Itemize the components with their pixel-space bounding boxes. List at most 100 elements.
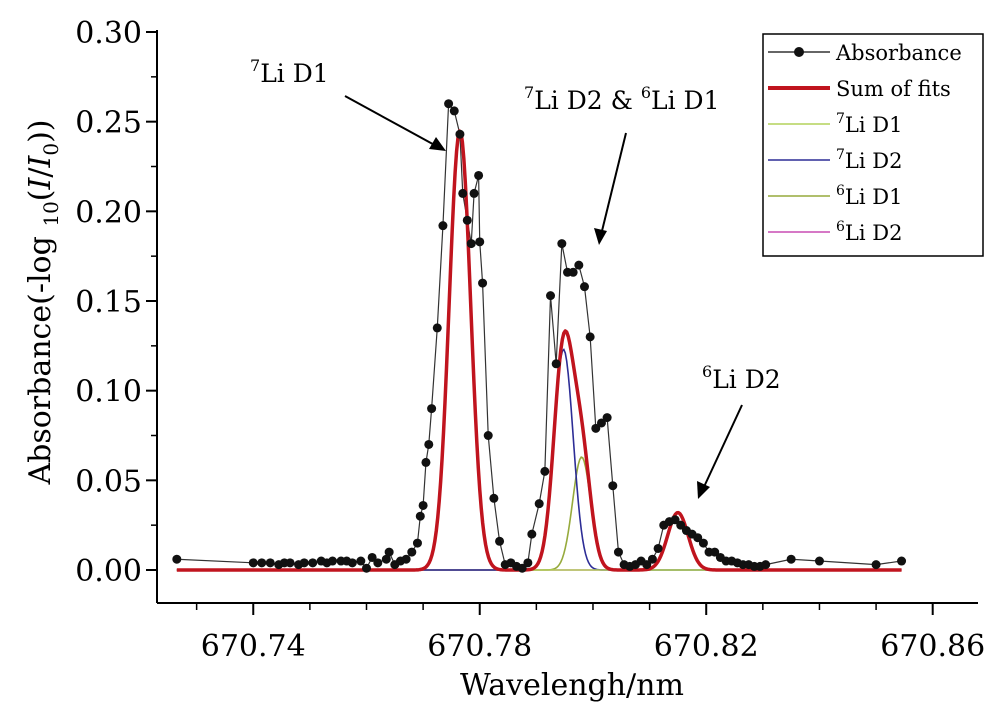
absorbance-point (432, 323, 442, 333)
annotation-7li-d2-6li-d1-label: 7Li D2 & 6Li D1 (524, 83, 720, 115)
absorbance-point (568, 267, 578, 277)
absorbance-point (444, 99, 454, 109)
absorbance-point (495, 536, 505, 546)
legend-box (762, 33, 984, 257)
legend-entry: 7Li D2 (768, 147, 902, 173)
absorbance-point (647, 554, 657, 564)
annotation-7li-d1-arrow (344, 95, 441, 149)
absorbance-point (466, 239, 476, 249)
absorbance-point (540, 466, 550, 476)
absorbance-point (427, 404, 437, 414)
annotation-6li-d2-arrowhead (697, 481, 710, 499)
absorbance-point (591, 423, 601, 433)
annotation-7li-d2-6li-d1-arrow (600, 132, 627, 236)
absorbance-point (574, 260, 584, 270)
absorbance-point (579, 282, 589, 292)
absorbance-point (489, 493, 499, 503)
absorbance-point (401, 554, 411, 564)
absorbance-point (517, 563, 527, 573)
series-sum-of-fits (176, 129, 902, 572)
legend-entry: 6Li D1 (768, 183, 902, 209)
absorbance-point (356, 556, 366, 566)
legend: Absorbance Sum of fits 7Li D1 7Li D2 6Li D1 6… (762, 33, 984, 257)
absorbance-point (299, 558, 309, 568)
plot-points (172, 99, 907, 573)
series-7li-d2 (176, 348, 902, 571)
absorbance-point (761, 560, 771, 570)
annotation-6li-d2: 6Li D2 (697, 362, 781, 499)
legend-label: Sum of fits (836, 77, 951, 101)
absorbance-point (449, 106, 459, 116)
absorbance-point (412, 538, 422, 548)
absorbance-point (285, 558, 295, 568)
annotation-7li-d1-arrowhead (429, 137, 446, 151)
x-tick-label: 670.82 (654, 629, 759, 664)
x-axis-title: Wavelengh/nm (460, 668, 684, 703)
absorbance-point (871, 560, 881, 570)
annotation-6li-d2-arrow (702, 404, 743, 490)
absorbance-point (172, 554, 182, 564)
absorbance-point (328, 556, 338, 566)
y-tick-label: 0.30 (75, 16, 142, 51)
absorbance-point (693, 533, 703, 543)
legend-entry: 6Li D2 (768, 219, 902, 245)
absorbance-point (438, 221, 448, 231)
absorbance-point (462, 215, 472, 225)
x-tick-label: 670.78 (427, 629, 532, 664)
absorbance-point (710, 547, 720, 557)
annotation-7li-d2-6li-d1: 7Li D2 & 6Li D1 (524, 83, 720, 245)
absorbance-point (676, 520, 686, 530)
absorbance-point (670, 515, 680, 525)
absorbance-point (257, 558, 267, 568)
legend-label: 6Li D1 (836, 183, 902, 209)
y-tick-label: 0.15 (75, 285, 142, 320)
y-tick-label: 0.20 (75, 195, 142, 230)
annotation-7li-d1-label: 7Li D1 (250, 56, 329, 88)
absorbance-point (523, 558, 533, 568)
y-axis-title: Absorbance(-log 10(I/I0)) (23, 119, 63, 485)
absorbance-point (415, 511, 425, 521)
absorbance-point (608, 481, 618, 491)
absorbance-point (786, 554, 796, 564)
series-6li-d1 (176, 456, 902, 571)
legend-entry: 7Li D1 (768, 111, 902, 137)
absorbance-point (557, 239, 567, 249)
absorbance-point (407, 547, 417, 557)
annotation-7li-d2-6li-d1-arrowhead (594, 228, 607, 245)
absorbance-point (642, 560, 652, 570)
y-tick-label: 0.25 (75, 106, 142, 141)
absorbance-point (596, 418, 606, 428)
annotation-7li-d1: 7Li D1 (250, 56, 446, 151)
absorbance-point (698, 538, 708, 548)
absorbance-point (424, 439, 434, 449)
y-tick-label: 0.00 (75, 554, 142, 589)
absorbance-point (384, 547, 394, 557)
absorbance-point (602, 413, 612, 423)
absorbance-point (613, 547, 623, 557)
absorbance-point (418, 500, 428, 510)
absorbance-point (265, 558, 275, 568)
x-tick-label: 670.74 (201, 629, 306, 664)
absorbance-point (474, 170, 484, 180)
legend-label: 7Li D1 (836, 111, 902, 137)
absorbance-point (814, 556, 824, 566)
absorbance-point (546, 291, 556, 301)
legend-entry: Sum of fits (768, 77, 951, 101)
absorbance-point (347, 558, 357, 568)
absorbance-point (248, 558, 258, 568)
x-tick-label: 670.86 (880, 629, 985, 664)
absorbance-point (381, 554, 391, 564)
absorbance-point (455, 129, 465, 139)
absorbance-point (308, 558, 318, 568)
legend-label: 7Li D2 (836, 147, 902, 173)
y-tick-label: 0.05 (75, 464, 142, 499)
absorbance-point (469, 188, 479, 198)
absorbance-point (534, 499, 544, 509)
axes: 670.74 670.78 670.82 670.86 0.00 0.05 0.10 0.15… (75, 16, 985, 664)
absorbance-point (373, 558, 383, 568)
absorbance-point (458, 188, 468, 198)
absorbance-point (585, 332, 595, 342)
absorbance-point (421, 457, 431, 467)
absorbance-point (475, 237, 485, 247)
